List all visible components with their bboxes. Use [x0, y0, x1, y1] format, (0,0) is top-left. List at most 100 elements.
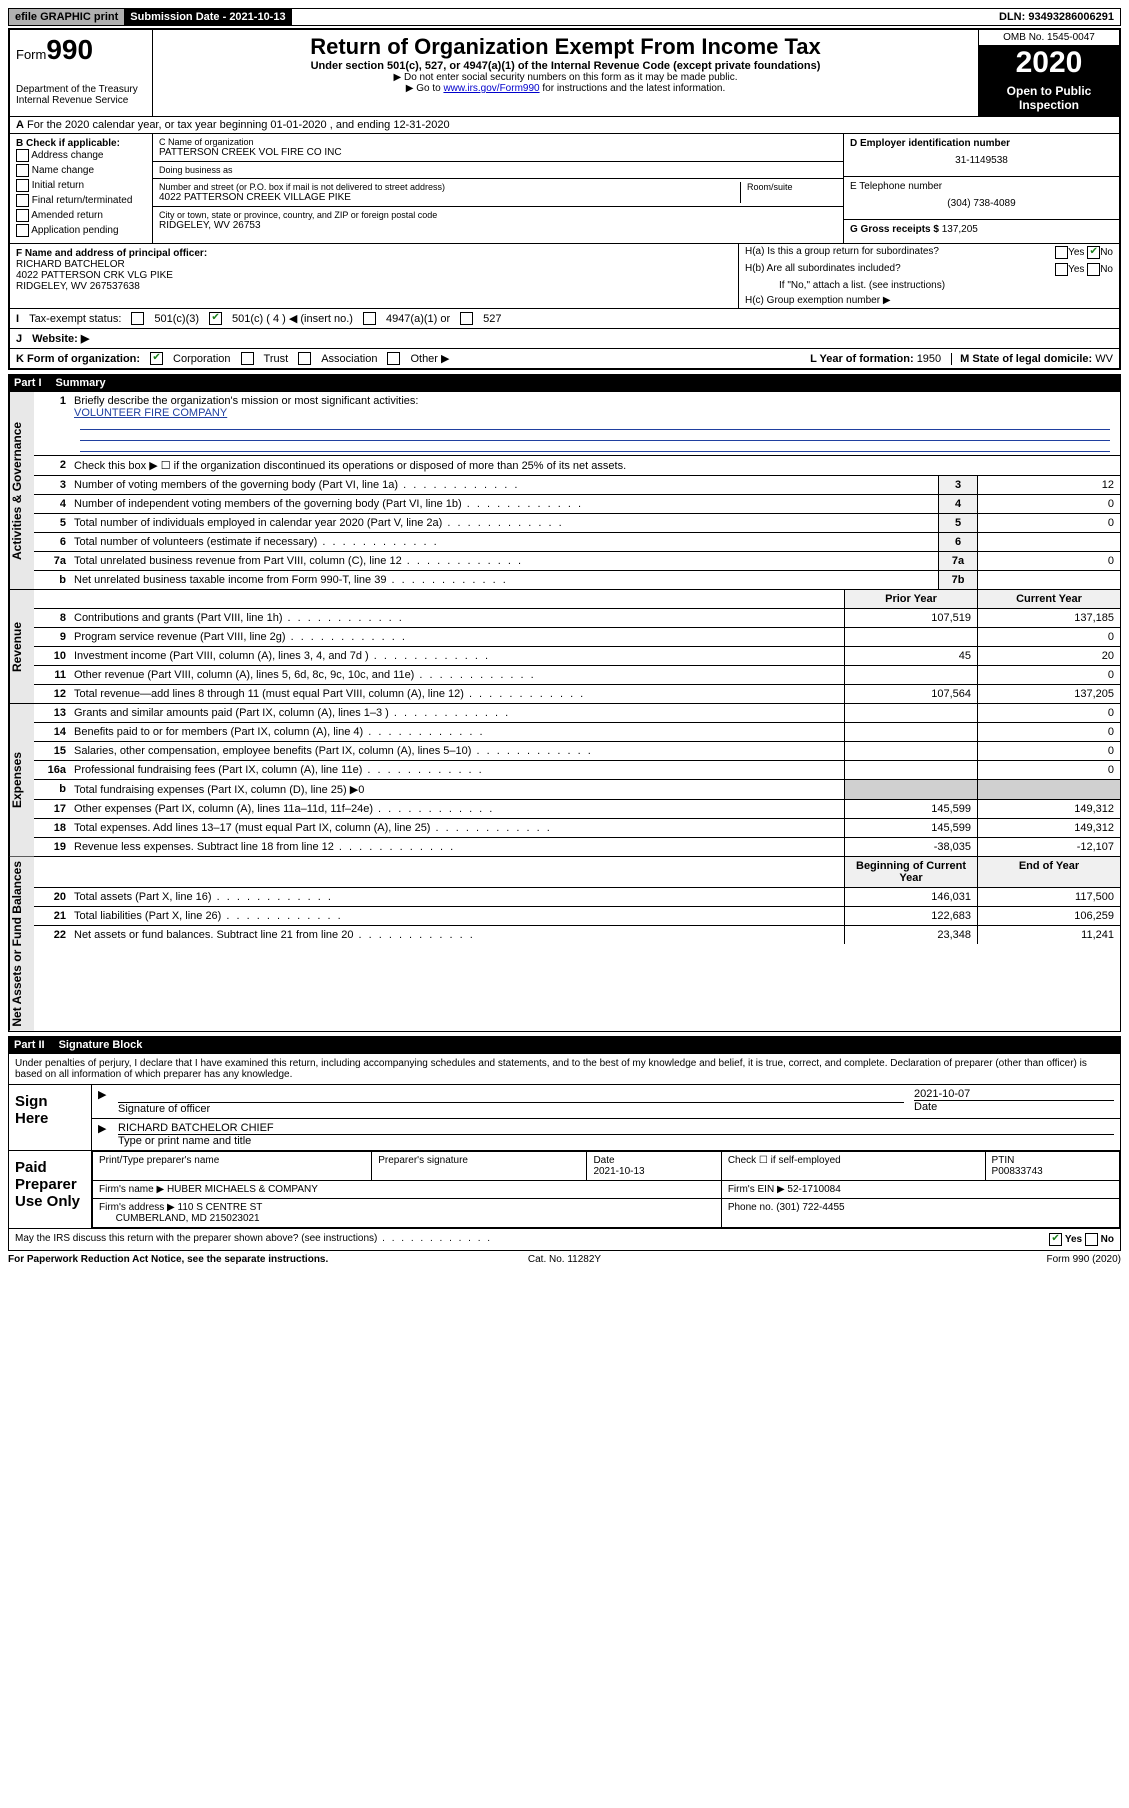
summary-row: 2Check this box ▶ ☐ if the organization … — [34, 455, 1120, 475]
b-checkbox-item: Name change — [16, 164, 146, 177]
prep-date: 2021-10-13 — [593, 1166, 644, 1177]
summary-row: 12Total revenue—add lines 8 through 11 (… — [34, 684, 1120, 703]
summary-row: 15Salaries, other compensation, employee… — [34, 741, 1120, 760]
sign-here-section: Sign Here ▶ Signature of officer 2021-10… — [8, 1085, 1121, 1151]
summary-row: 21Total liabilities (Part X, line 26)122… — [34, 906, 1120, 925]
dba-label: Doing business as — [159, 165, 837, 175]
summary-row: 6Total number of volunteers (estimate if… — [34, 532, 1120, 551]
line-a: A For the 2020 calendar year, or tax yea… — [10, 116, 1119, 133]
discuss-yes-checkbox[interactable] — [1049, 1233, 1062, 1246]
sign-date: 2021-10-07 — [914, 1088, 1114, 1101]
street-label: Number and street (or P.O. box if mail i… — [159, 182, 740, 192]
tax-year: 2020 — [979, 46, 1119, 80]
summary-row: 19Revenue less expenses. Subtract line 1… — [34, 837, 1120, 856]
officer-addr2: RIDGELEY, WV 267537638 — [16, 281, 732, 292]
summary-row: 9Program service revenue (Part VIII, lin… — [34, 627, 1120, 646]
summary-table: Activities & Governance1Briefly describe… — [8, 392, 1121, 1032]
paid-preparer-section: Paid Preparer Use Only Print/Type prepar… — [8, 1151, 1121, 1229]
top-bar: efile GRAPHIC print Submission Date - 20… — [8, 8, 1121, 26]
ha-label: H(a) Is this a group return for subordin… — [745, 246, 1055, 259]
summary-row: bNet unrelated business taxable income f… — [34, 570, 1120, 589]
box-b: B Check if applicable: Address change Na… — [10, 134, 153, 243]
open-to-public: Open to Public Inspection — [979, 80, 1119, 116]
officer-name-label: Type or print name and title — [118, 1135, 1114, 1147]
summary-row: 8Contributions and grants (Part VIII, li… — [34, 608, 1120, 627]
d-label: D Employer identification number — [850, 138, 1113, 149]
state-domicile: WV — [1095, 353, 1113, 365]
org-name: PATTERSON CREEK VOL FIRE CO INC — [159, 147, 837, 158]
paid-preparer-label: Paid Preparer Use Only — [9, 1151, 92, 1228]
e-label: E Telephone number — [850, 181, 1113, 192]
summary-row: 20Total assets (Part X, line 16)146,0311… — [34, 887, 1120, 906]
form-number: 990 — [46, 34, 93, 65]
summary-row: 1Briefly describe the organization's mis… — [34, 392, 1120, 455]
b-checkbox-item: Initial return — [16, 179, 146, 192]
summary-row: 10Investment income (Part VIII, column (… — [34, 646, 1120, 665]
summary-row: 5Total number of individuals employed in… — [34, 513, 1120, 532]
section-side-label: Net Assets or Fund Balances — [9, 857, 34, 1031]
f-label: F Name and address of principal officer: — [16, 248, 732, 259]
hc-label: H(c) Group exemption number ▶ — [739, 293, 1119, 308]
officer-name: RICHARD BATCHELOR — [16, 259, 732, 270]
city-state-zip: RIDGELEY, WV 26753 — [159, 220, 837, 231]
street-address: 4022 PATTERSON CREEK VILLAGE PIKE — [159, 192, 740, 203]
officer-addr1: 4022 PATTERSON CRK VLG PIKE — [16, 270, 732, 281]
paperwork-notice: For Paperwork Reduction Act Notice, see … — [8, 1254, 379, 1265]
summary-row: 14Benefits paid to or for members (Part … — [34, 722, 1120, 741]
dln: DLN: 93493286006291 — [993, 9, 1120, 25]
firm-name: HUBER MICHAELS & COMPANY — [167, 1184, 318, 1195]
irs-discuss: May the IRS discuss this return with the… — [15, 1233, 1049, 1246]
hb-label: H(b) Are all subordinates included? — [745, 263, 1055, 276]
year-formation: 1950 — [917, 353, 941, 365]
ein: 31-1149538 — [850, 149, 1113, 172]
summary-row: 11Other revenue (Part VIII, column (A), … — [34, 665, 1120, 684]
section-side-label: Activities & Governance — [9, 392, 34, 589]
officer-signed-name: RICHARD BATCHELOR CHIEF — [118, 1122, 1114, 1135]
b-checkbox-item: Final return/terminated — [16, 194, 146, 207]
form-title: Return of Organization Exempt From Incom… — [157, 34, 974, 60]
g-label: G Gross receipts $ — [850, 224, 939, 235]
sign-here-label: Sign Here — [9, 1085, 92, 1150]
summary-row: 7aTotal unrelated business revenue from … — [34, 551, 1120, 570]
summary-row: 3Number of voting members of the governi… — [34, 475, 1120, 494]
form-subtitle: Under section 501(c), 527, or 4947(a)(1)… — [157, 60, 974, 72]
omb-number: OMB No. 1545-0047 — [979, 30, 1119, 46]
summary-row: 16aProfessional fundraising fees (Part I… — [34, 760, 1120, 779]
efile-label: efile GRAPHIC print — [9, 9, 124, 25]
prep-sig-hdr: Preparer's signature — [372, 1151, 587, 1180]
b-checkbox-item: Amended return — [16, 209, 146, 222]
city-label: City or town, state or province, country… — [159, 210, 837, 220]
footer: For Paperwork Reduction Act Notice, see … — [8, 1254, 1121, 1265]
form-footer: Form 990 (2020) — [750, 1254, 1121, 1265]
firm-ein: 52-1710084 — [787, 1184, 840, 1195]
c-name-label: C Name of organization — [159, 137, 837, 147]
b-checkbox-item: Address change — [16, 149, 146, 162]
perjury-statement: Under penalties of perjury, I declare th… — [8, 1054, 1121, 1085]
irs-link[interactable]: www.irs.gov/Form990 — [443, 83, 539, 94]
sign-date-label: Date — [914, 1101, 1114, 1113]
hb-note: If "No," attach a list. (see instruction… — [739, 278, 1119, 293]
k-corp-checkbox[interactable] — [150, 352, 163, 365]
section-side-label: Revenue — [9, 590, 34, 703]
cat-no: Cat. No. 11282Y — [379, 1254, 750, 1265]
ha-no-checkbox[interactable] — [1087, 246, 1100, 259]
k-label: K Form of organization: — [16, 353, 140, 365]
form-label: Form990 — [16, 34, 146, 66]
gross-receipts: 137,205 — [942, 224, 978, 235]
sig-officer-label: Signature of officer — [118, 1103, 904, 1115]
section-side-label: Expenses — [9, 704, 34, 856]
firm-addr: 110 S CENTRE ST — [178, 1202, 263, 1213]
i-label: Tax-exempt status: — [29, 313, 121, 325]
telephone: (304) 738-4089 — [850, 192, 1113, 215]
ptin: P00833743 — [992, 1166, 1043, 1177]
summary-row: 13Grants and similar amounts paid (Part … — [34, 704, 1120, 722]
note-ssn: ▶ Do not enter social security numbers o… — [157, 72, 974, 83]
summary-row: 17Other expenses (Part IX, column (A), l… — [34, 799, 1120, 818]
501c4-checkbox[interactable] — [209, 312, 222, 325]
summary-row: 4Number of independent voting members of… — [34, 494, 1120, 513]
dept-treasury: Department of the Treasury Internal Reve… — [16, 84, 146, 106]
part-ii-header: Part IISignature Block — [8, 1036, 1121, 1054]
b-checkbox-item: Application pending — [16, 224, 146, 237]
self-employed-check: Check ☐ if self-employed — [721, 1151, 985, 1180]
summary-row: 18Total expenses. Add lines 13–17 (must … — [34, 818, 1120, 837]
